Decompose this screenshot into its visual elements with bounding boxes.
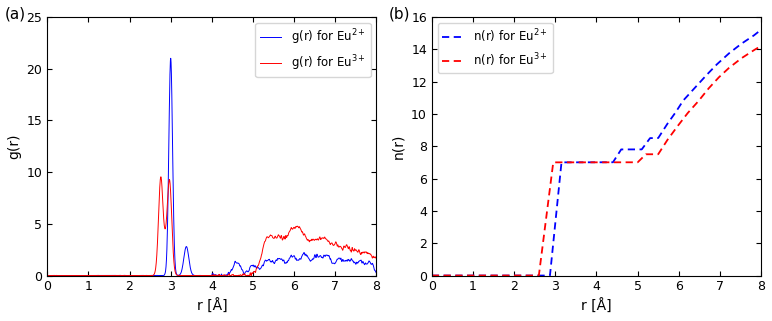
Y-axis label: g(r): g(r) bbox=[7, 134, 21, 159]
Text: (a): (a) bbox=[5, 6, 25, 22]
g(r) for Eu$^{2+}$ bbox=[330, 262, 339, 266]
g(r) for Eu$^{2+}$ bbox=[100, 273, 109, 277]
g(r) for Eu$^{3+}$ bbox=[80, 273, 90, 277]
Legend: n(r) for Eu$^{2+}$, n(r) for Eu$^{3+}$: n(r) for Eu$^{2+}$, n(r) for Eu$^{3+}$ bbox=[438, 23, 553, 73]
Text: (b): (b) bbox=[389, 6, 411, 22]
n(r) for Eu$^{2+}$ bbox=[750, 33, 759, 37]
g(r) for Eu$^{3+}$ bbox=[372, 255, 381, 259]
n(r) for Eu$^{3+}$ bbox=[484, 273, 493, 277]
n(r) for Eu$^{2+}$ bbox=[427, 273, 436, 277]
n(r) for Eu$^{2+}$ bbox=[484, 273, 493, 277]
g(r) for Eu$^{2+}$ bbox=[169, 210, 178, 213]
g(r) for Eu$^{2+}$ bbox=[372, 271, 381, 275]
X-axis label: r [Å]: r [Å] bbox=[197, 299, 227, 314]
g(r) for Eu$^{3+}$ bbox=[43, 273, 52, 277]
Line: n(r) for Eu$^{2+}$: n(r) for Eu$^{2+}$ bbox=[432, 30, 761, 275]
n(r) for Eu$^{3+}$ bbox=[567, 160, 577, 164]
g(r) for Eu$^{2+}$ bbox=[166, 56, 175, 60]
n(r) for Eu$^{3+}$ bbox=[554, 160, 563, 164]
Y-axis label: n(r): n(r) bbox=[391, 134, 405, 159]
g(r) for Eu$^{3+}$ bbox=[100, 273, 109, 277]
Legend: g(r) for Eu$^{2+}$, g(r) for Eu$^{3+}$: g(r) for Eu$^{2+}$, g(r) for Eu$^{3+}$ bbox=[256, 23, 371, 77]
n(r) for Eu$^{3+}$ bbox=[750, 48, 759, 52]
n(r) for Eu$^{3+}$ bbox=[715, 75, 724, 79]
n(r) for Eu$^{2+}$ bbox=[715, 60, 724, 64]
g(r) for Eu$^{2+}$ bbox=[365, 260, 374, 264]
Line: n(r) for Eu$^{3+}$: n(r) for Eu$^{3+}$ bbox=[432, 46, 761, 275]
g(r) for Eu$^{3+}$ bbox=[330, 242, 340, 246]
g(r) for Eu$^{3+}$ bbox=[42, 273, 52, 277]
n(r) for Eu$^{2+}$ bbox=[757, 28, 766, 32]
X-axis label: r [Å]: r [Å] bbox=[581, 299, 611, 314]
g(r) for Eu$^{2+}$ bbox=[42, 273, 52, 277]
n(r) for Eu$^{2+}$ bbox=[567, 160, 577, 164]
n(r) for Eu$^{2+}$ bbox=[465, 273, 474, 277]
g(r) for Eu$^{3+}$ bbox=[183, 273, 192, 277]
n(r) for Eu$^{3+}$ bbox=[465, 273, 474, 277]
n(r) for Eu$^{3+}$ bbox=[757, 44, 766, 48]
g(r) for Eu$^{2+}$ bbox=[80, 273, 90, 277]
g(r) for Eu$^{3+}$ bbox=[169, 257, 178, 261]
Line: g(r) for Eu$^{2+}$: g(r) for Eu$^{2+}$ bbox=[47, 58, 377, 275]
n(r) for Eu$^{2+}$ bbox=[554, 194, 563, 197]
g(r) for Eu$^{3+}$ bbox=[366, 252, 375, 256]
g(r) for Eu$^{2+}$ bbox=[183, 250, 192, 254]
g(r) for Eu$^{3+}$ bbox=[156, 175, 165, 179]
n(r) for Eu$^{3+}$ bbox=[427, 273, 436, 277]
Line: g(r) for Eu$^{3+}$: g(r) for Eu$^{3+}$ bbox=[47, 177, 377, 275]
